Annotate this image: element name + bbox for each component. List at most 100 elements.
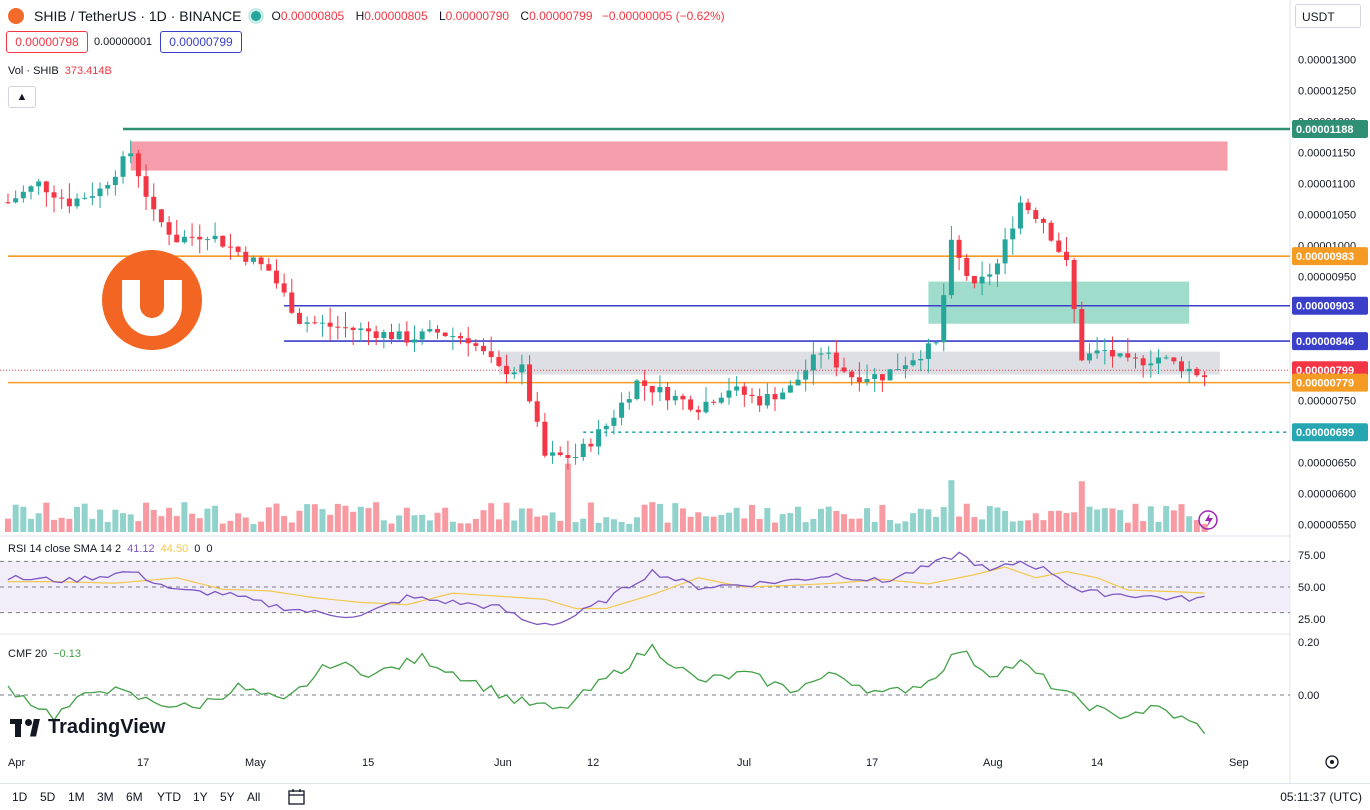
candle-body[interactable] bbox=[1102, 350, 1108, 352]
candle-body[interactable] bbox=[66, 198, 72, 207]
cmf-legend[interactable]: CMF 20 −0.13 bbox=[8, 648, 81, 660]
candle-body[interactable] bbox=[1186, 368, 1192, 372]
candle-body[interactable] bbox=[312, 322, 318, 324]
candle-body[interactable] bbox=[703, 401, 709, 413]
candle-body[interactable] bbox=[327, 322, 333, 327]
utc-clock[interactable]: 05:11:37 (UTC) bbox=[1280, 790, 1362, 804]
candle-body[interactable] bbox=[565, 455, 571, 458]
candle-body[interactable] bbox=[396, 331, 402, 340]
candle-body[interactable] bbox=[189, 236, 195, 238]
candle-body[interactable] bbox=[296, 312, 302, 324]
candle-body[interactable] bbox=[435, 329, 441, 333]
candle-body[interactable] bbox=[979, 276, 985, 284]
timeframe-6m[interactable]: 6M bbox=[126, 790, 143, 804]
candle-body[interactable] bbox=[764, 394, 770, 406]
candle-body[interactable] bbox=[626, 399, 632, 403]
candle-body[interactable] bbox=[151, 196, 157, 210]
candle-body[interactable] bbox=[757, 396, 763, 406]
candle-body[interactable] bbox=[971, 275, 977, 284]
candle-body[interactable] bbox=[496, 357, 502, 366]
candle-body[interactable] bbox=[365, 328, 371, 332]
candle-body[interactable] bbox=[557, 452, 563, 456]
candle-body[interactable] bbox=[718, 397, 724, 403]
candle-body[interactable] bbox=[833, 352, 839, 368]
candle-body[interactable] bbox=[442, 332, 448, 337]
candle-body[interactable] bbox=[672, 395, 678, 401]
candle-body[interactable] bbox=[319, 322, 325, 324]
candle-body[interactable] bbox=[1125, 353, 1131, 358]
candle-body[interactable] bbox=[1171, 357, 1177, 362]
collapse-legend-button[interactable]: ▲ bbox=[8, 86, 36, 108]
candle-body[interactable] bbox=[642, 380, 648, 386]
candle-body[interactable] bbox=[680, 395, 686, 400]
candle-body[interactable] bbox=[504, 365, 510, 375]
candle-body[interactable] bbox=[381, 331, 387, 338]
candle-body[interactable] bbox=[143, 176, 149, 197]
candle-body[interactable] bbox=[511, 372, 517, 375]
candle-body[interactable] bbox=[550, 452, 556, 456]
candle-body[interactable] bbox=[603, 425, 609, 430]
candle-body[interactable] bbox=[1202, 375, 1208, 378]
candle-body[interactable] bbox=[1010, 228, 1016, 240]
price-tag-orange[interactable] bbox=[1292, 247, 1368, 266]
candle-body[interactable] bbox=[1048, 222, 1054, 241]
candle-body[interactable] bbox=[695, 409, 701, 413]
candle-body[interactable] bbox=[1156, 357, 1161, 364]
timeframe-all[interactable]: All bbox=[247, 790, 261, 804]
candle-body[interactable] bbox=[818, 353, 824, 355]
price-tag-teal[interactable] bbox=[1292, 120, 1368, 139]
candle-body[interactable] bbox=[43, 181, 49, 193]
candle-body[interactable] bbox=[864, 379, 870, 382]
candle-body[interactable] bbox=[74, 198, 80, 207]
candle-body[interactable] bbox=[826, 352, 832, 354]
settings-gear-icon[interactable] bbox=[1325, 755, 1339, 769]
candle-body[interactable] bbox=[258, 257, 264, 265]
buy-price-button[interactable]: 0.00000799 bbox=[160, 31, 242, 53]
candle-body[interactable] bbox=[250, 257, 256, 262]
candle-body[interactable] bbox=[573, 457, 579, 459]
candle-body[interactable] bbox=[13, 198, 19, 203]
candle-body[interactable] bbox=[335, 326, 341, 328]
price-tag-blue[interactable] bbox=[1292, 296, 1368, 315]
candle-body[interactable] bbox=[918, 358, 924, 361]
candle-body[interactable] bbox=[596, 429, 602, 447]
candle-body[interactable] bbox=[849, 371, 855, 378]
candle-body[interactable] bbox=[97, 188, 103, 197]
candle-body[interactable] bbox=[5, 202, 11, 204]
candle-body[interactable] bbox=[427, 329, 433, 332]
timeframe-1d[interactable]: 1D bbox=[12, 790, 28, 804]
candle-body[interactable] bbox=[1194, 368, 1200, 376]
rsi-legend[interactable]: RSI 14 close SMA 14 2 41.12 44.50 0 0 bbox=[8, 543, 217, 555]
candle-body[interactable] bbox=[465, 338, 471, 344]
candle-body[interactable] bbox=[1109, 350, 1115, 357]
candle-body[interactable] bbox=[902, 365, 908, 370]
candle-body[interactable] bbox=[772, 394, 778, 400]
candle-body[interactable] bbox=[128, 153, 134, 157]
candle-body[interactable] bbox=[726, 390, 732, 398]
timeframe-1m[interactable]: 1M bbox=[68, 790, 85, 804]
candle-body[interactable] bbox=[964, 257, 970, 276]
price-tag-blue[interactable] bbox=[1292, 332, 1368, 351]
timeframe-1y[interactable]: 1Y bbox=[193, 790, 208, 804]
candle-body[interactable] bbox=[220, 235, 226, 247]
timeframe-3m[interactable]: 3M bbox=[97, 790, 114, 804]
candle-body[interactable] bbox=[350, 327, 356, 331]
candle-body[interactable] bbox=[1148, 363, 1154, 366]
rsi-series-line[interactable] bbox=[7, 551, 1205, 626]
candle-body[interactable] bbox=[174, 234, 180, 243]
candle-body[interactable] bbox=[1140, 358, 1146, 366]
symbol-title[interactable]: SHIB / TetherUS · 1D · BINANCE bbox=[34, 8, 242, 24]
candle-body[interactable] bbox=[1025, 202, 1031, 211]
candle-body[interactable] bbox=[1063, 251, 1069, 260]
candle-body[interactable] bbox=[358, 328, 364, 331]
price-tag-cyan[interactable] bbox=[1292, 423, 1368, 442]
candle-body[interactable] bbox=[810, 354, 816, 371]
candle-body[interactable] bbox=[1117, 353, 1123, 357]
candle-body[interactable] bbox=[304, 322, 310, 324]
candle-body[interactable] bbox=[987, 274, 993, 277]
cmf-series-line[interactable] bbox=[7, 643, 1206, 734]
candle-body[interactable] bbox=[373, 331, 379, 338]
candle-body[interactable] bbox=[994, 263, 1000, 275]
candle-body[interactable] bbox=[1086, 353, 1092, 361]
volume-legend[interactable]: Vol · SHIB 373.414B bbox=[8, 65, 112, 77]
